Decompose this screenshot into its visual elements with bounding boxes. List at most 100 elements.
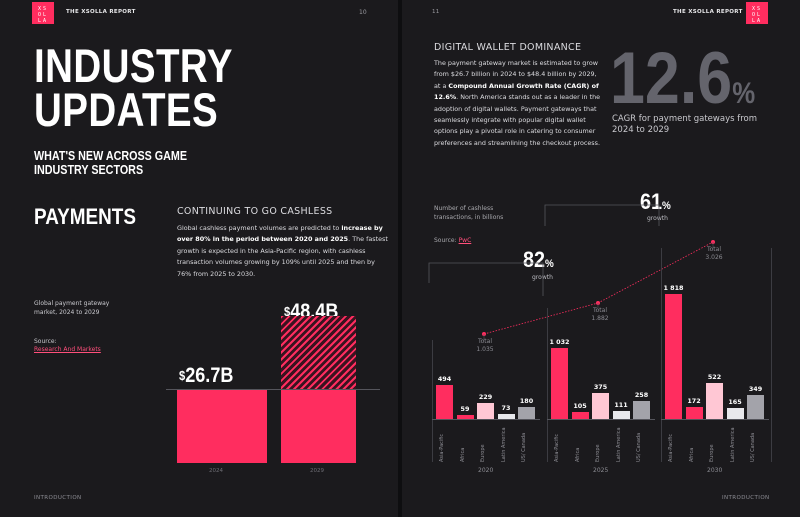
group-axis (661, 419, 769, 420)
bar-2020-asia-pacific (436, 385, 453, 419)
trend-line-2 (597, 241, 714, 304)
xsolla-logo: XSOLLA (32, 2, 54, 24)
group-axis (547, 419, 655, 420)
footer: INTRODUCTION (722, 495, 770, 501)
group-divider (432, 340, 433, 462)
chart-caption: Global payment gateway market, 2024 to 2… (34, 300, 110, 316)
bar-value-label: 494 (437, 375, 452, 384)
bar-value-label: 172 (687, 397, 701, 406)
region-label: US/ Canada (521, 432, 527, 462)
bar-value-label: 375 (593, 383, 608, 392)
group-year-label: 2025 (593, 467, 609, 474)
source-link-pwc[interactable]: PwC (458, 237, 472, 244)
chart-axis (166, 389, 380, 390)
wallet-section-title: DIGITAL WALLET DOMINANCE (434, 42, 582, 53)
bracket-2020-2025 (428, 262, 544, 296)
group-divider (547, 308, 548, 462)
page-number: 11 (432, 9, 440, 15)
wallet-body-text: The payment gateway market is estimated … (434, 59, 601, 147)
bar-value-label: 105 (573, 401, 587, 410)
region-label: Africa (574, 447, 581, 462)
region-label: US/ Canada (636, 432, 642, 462)
bar-value-label: 1 032 (549, 338, 570, 347)
region-label: US/ Canada (750, 432, 756, 462)
group-total-2020: Total 1.035 (476, 338, 494, 353)
spine (398, 0, 402, 517)
source-label: Source: (34, 338, 57, 345)
transactions-source: Source: PwC (434, 237, 472, 244)
group-axis (432, 419, 540, 420)
bar-2025-europe (592, 393, 609, 419)
left-page: XSOLLA THE XSOLLA REPORT 10 INDUSTRY UPD… (0, 0, 398, 517)
region-label: Latin America (729, 427, 736, 462)
region-label: Europe (480, 444, 486, 462)
bar-value-label: 229 (478, 393, 493, 402)
section-title: PAYMENTS (34, 204, 136, 229)
year-label-2029: 2029 (310, 468, 324, 474)
footer: INTRODUCTION (34, 495, 82, 501)
bracket-2025-2030 (544, 204, 660, 226)
transactions-caption: Number of cashless transactions, in bill… (434, 205, 504, 221)
growth-82-value: 82% (523, 247, 554, 272)
bar-2030-us-canada (747, 395, 764, 419)
subsection-title: CONTINUING TO GO CASHLESS (177, 206, 333, 217)
right-page: 11 THE XSOLLA REPORT XSOLLA INTRODUCTION (402, 0, 800, 517)
bar-value-label: 73 (501, 403, 511, 412)
page-number: 10 (359, 9, 367, 16)
bar-value-label: 180 (519, 396, 534, 405)
growth-82-label: growth (532, 274, 553, 281)
running-head: THE XSOLLA REPORT (66, 9, 136, 15)
bar-value-label: 59 (460, 404, 470, 413)
group-total-2025: Total 1.882 (591, 307, 609, 322)
bar-2030-asia-pacific (665, 294, 682, 419)
bar-2020-africa (456, 414, 474, 419)
bar-2024 (177, 389, 267, 463)
bar-2020-latin-america (497, 413, 515, 419)
bar-value-label: 165 (728, 397, 742, 406)
bar-2020-us-canada (518, 406, 535, 419)
bar-value-label: 111 (614, 401, 628, 410)
group-year-label: 2020 (478, 467, 494, 474)
region-label: Africa (459, 447, 466, 462)
bar-2029 (281, 389, 356, 463)
bar-2025-africa (571, 411, 589, 419)
year-label-2024: 2024 (209, 468, 223, 474)
growth-61-value: 61% (640, 189, 671, 214)
region-label: Europe (709, 444, 715, 462)
bar-value-label: 349 (748, 385, 763, 393)
region-label: Europe (595, 444, 601, 462)
cagr-caption: CAGR for payment gateways from 2024 to 2… (612, 114, 758, 135)
body-text: Global cashless payment volumes are pred… (177, 224, 388, 278)
group-divider (771, 248, 772, 462)
bar-2030-latin-america (726, 407, 744, 419)
group-total-2030: Total 3.026 (705, 246, 723, 261)
growth-61-label: growth (647, 215, 668, 222)
bar-2030-africa (685, 407, 703, 419)
bar-value-label: 258 (634, 391, 649, 400)
bar-2020-europe (477, 403, 494, 419)
bar-2025-us-canada (633, 401, 650, 419)
group-divider (661, 248, 662, 462)
group-year-label: 2030 (707, 467, 723, 474)
bar-2025-asia-pacific (551, 348, 568, 419)
bar-2030-europe (706, 383, 723, 419)
running-head: THE XSOLLA REPORT (673, 9, 743, 15)
bar-value-label: 522 (707, 373, 722, 382)
bar-label-2024: $26.7B (179, 364, 234, 387)
cagr-value: 12.6% (610, 38, 756, 119)
source-link[interactable]: Research And Markets (34, 346, 101, 353)
bar-value-label: 1 818 (663, 284, 684, 292)
xsolla-logo: XSOLLA (746, 2, 768, 24)
page-subtitle: WHAT'S NEW ACROSS GAME INDUSTRY SECTORS (34, 149, 188, 177)
region-label: Latin America (615, 427, 622, 462)
bar-2029-growth (281, 315, 356, 389)
page-title: INDUSTRY UPDATES (34, 39, 233, 136)
region-label: Asia-Pacific (554, 433, 560, 462)
trend-line-1 (483, 302, 599, 335)
region-label: Asia-Pacific (668, 433, 674, 462)
region-label: Africa (688, 447, 695, 462)
region-label: Asia-Pacific (439, 433, 445, 462)
bar-2025-latin-america (612, 411, 630, 419)
region-label: Latin America (500, 427, 507, 462)
